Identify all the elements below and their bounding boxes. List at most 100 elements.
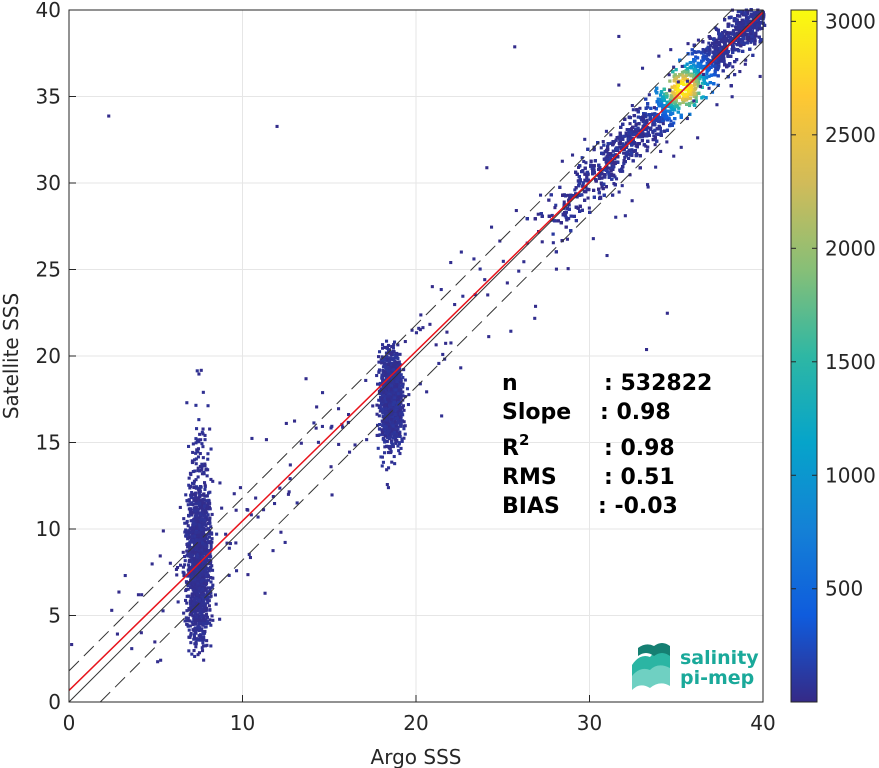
heatmap-cell [203,504,207,508]
heatmap-cell [377,389,381,393]
heatmap-cell [196,511,200,515]
heatmap-cell [381,437,385,441]
heatmap-cell [194,478,198,482]
heatmap-cell [550,213,554,217]
heatmap-cell [396,395,400,399]
heatmap-cell [398,375,402,379]
heatmap-cell [613,175,617,179]
heatmap-cell [391,421,395,425]
heatmap-cell [187,476,191,480]
heatmap-cell [205,570,209,574]
heatmap-cell [190,554,194,558]
heatmap-cell [198,549,202,553]
heatmap-cell [390,390,394,394]
heatmap-cell [402,424,406,428]
heatmap-cell [564,215,568,219]
heatmap-cell [392,418,396,422]
heatmap-cell [202,498,206,502]
heatmap-cell [185,549,189,553]
heatmap-cell [191,503,195,507]
heatmap-cell [186,545,190,549]
heatmap-cell [395,383,399,387]
heatmap-cell [193,629,197,633]
heatmap-cell [210,537,214,541]
heatmap-cell [402,436,406,440]
heatmap-cell [393,436,397,440]
heatmap-cell [198,547,202,551]
heatmap-cell [193,635,197,639]
heatmap-cell [185,530,189,534]
heatmap-cell [191,481,195,485]
heatmap-cell [186,584,190,588]
heatmap-cell [200,615,204,619]
heatmap-cell [387,361,391,365]
heatmap-cell [210,576,214,580]
heatmap-cell [395,422,399,426]
heatmap-cell [199,505,203,509]
heatmap-cell [194,437,198,441]
heatmap-cell [207,491,211,495]
heatmap-cell [401,419,405,423]
heatmap-cell [641,131,645,135]
heatmap-cell [203,516,207,520]
heatmap-cell [198,585,202,589]
heatmap-cell [202,658,206,662]
heatmap-cell [204,566,208,570]
heatmap-cell [201,445,205,449]
heatmap-cell [203,487,207,491]
heatmap-cell [628,122,632,126]
heatmap-cell [383,424,387,428]
heatmap-cell [201,560,205,564]
heatmap-cell [188,602,192,606]
heatmap-cell [192,496,196,500]
heatmap-cell [391,436,395,440]
heatmap-cell [185,601,189,605]
heatmap-cell [196,520,200,524]
heatmap-cell [397,398,401,402]
heatmap-cell [623,155,627,159]
heatmap-cell [377,360,381,364]
heatmap-cell [388,358,392,362]
heatmap-cell [194,520,198,524]
heatmap-cell [711,90,715,94]
heatmap-cell [195,440,199,444]
heatmap-cell [387,351,391,355]
heatmap-cell [402,368,406,372]
heatmap-cell [192,615,196,619]
heatmap-cell [202,581,206,585]
heatmap-cell [209,543,213,547]
heatmap-cell [211,583,215,587]
heatmap-cell [184,534,188,538]
heatmap-cell [382,356,386,360]
heatmap-cell [206,578,210,582]
heatmap-cell [184,580,188,584]
heatmap-cell [187,649,191,653]
heatmap-cell [193,458,197,462]
heatmap-cell [381,415,385,419]
heatmap-cell [193,619,197,623]
heatmap-cell [740,12,744,16]
heatmap-cell [197,543,201,547]
heatmap-cell [179,563,183,567]
heatmap-cell [394,420,398,424]
heatmap-cell [209,525,213,529]
heatmap-cell [380,432,384,436]
heatmap-cell [201,511,205,515]
heatmap-cell [187,628,191,632]
heatmap-cell [196,455,200,459]
heatmap-cell [196,497,200,501]
heatmap-cell [401,413,405,417]
heatmap-cell [601,140,605,144]
heatmap-cell [207,549,211,553]
heatmap-cell [390,393,394,397]
heatmap-cell [190,529,194,533]
heatmap-cell [205,499,209,503]
heatmap-cell [206,468,210,472]
heatmap-cell [399,424,403,428]
heatmap-cell [388,436,392,440]
heatmap-cell [378,391,382,395]
heatmap-cell [389,451,393,455]
heatmap-cell [205,543,209,547]
heatmap-cell [199,485,203,489]
heatmap-cell [396,392,400,396]
